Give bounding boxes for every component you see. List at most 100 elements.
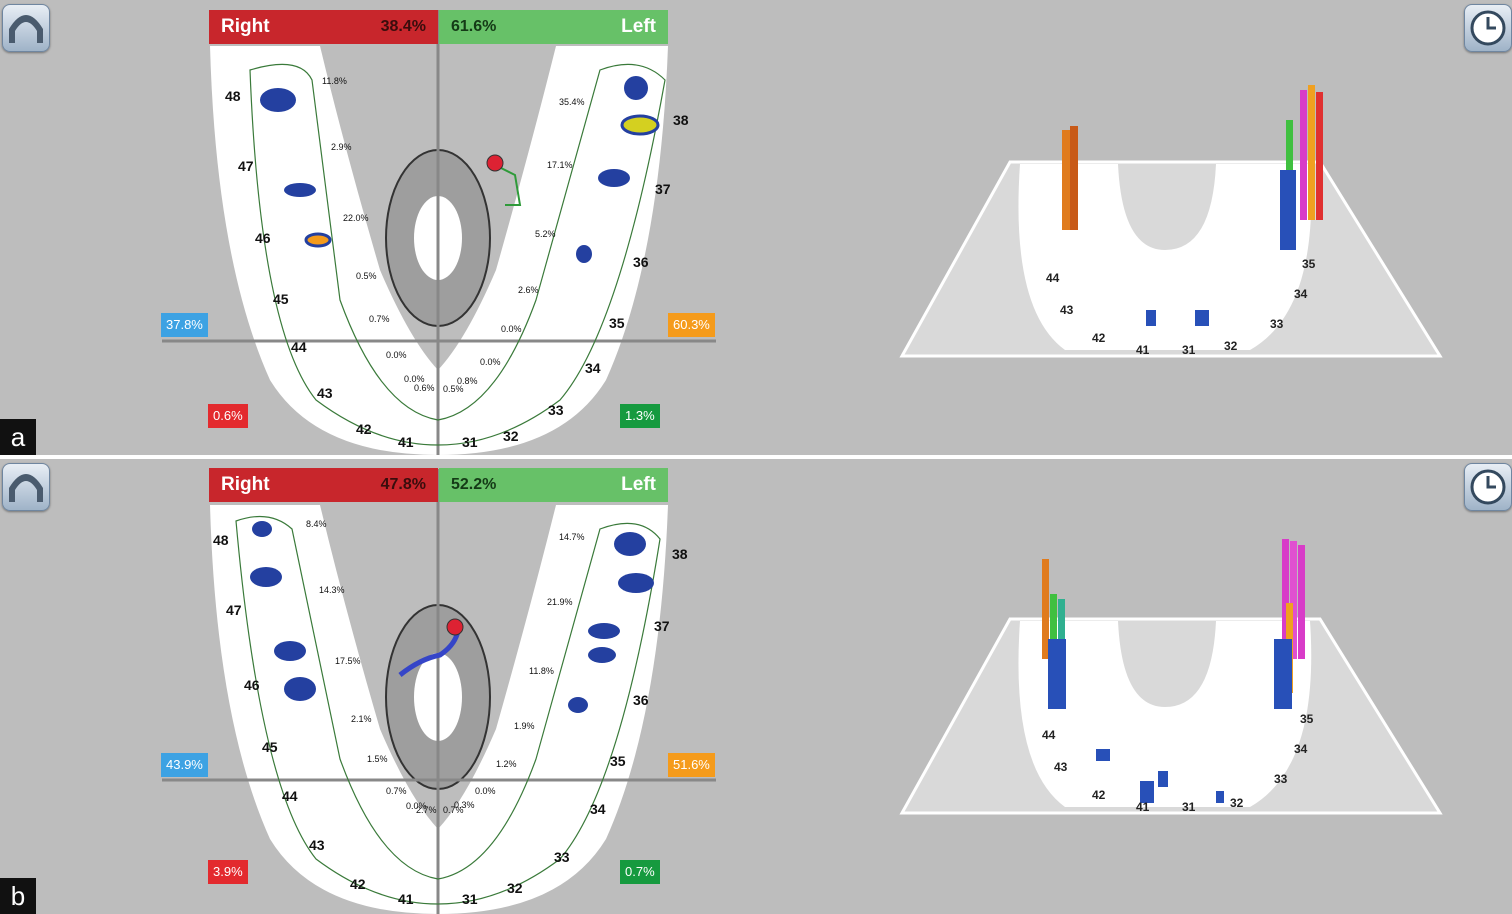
arch-icon: [9, 474, 43, 502]
3d-tooth-number: 35: [1300, 712, 1314, 726]
contact-blob: [620, 114, 660, 136]
left-side-bar: 61.6% Left: [439, 10, 668, 44]
tooth-number: 33: [548, 402, 564, 418]
force-bar: [1316, 92, 1323, 220]
tooth-number: 36: [633, 254, 649, 270]
tooth-percentage: 0.6%: [414, 383, 435, 393]
left-tooth-percentages: 35.4% 17.1% 5.2% 2.6% 0.0% 0.0% 0.8% 0.5…: [443, 97, 585, 394]
tooth-percentage: 2.1%: [351, 714, 372, 724]
tooth-percentage: 14.3%: [319, 585, 345, 595]
tooth-number: 31: [462, 434, 478, 450]
right-percentage: 38.4%: [380, 18, 426, 35]
left-label: Left: [621, 474, 656, 495]
quadrant-upper-right-badge: 43.9%: [161, 753, 208, 777]
force-bar: [1070, 126, 1078, 230]
tooth-number: 38: [673, 112, 689, 128]
left-tooth-numbers: 38 37 36 35 34 33 32 31: [462, 112, 689, 450]
tooth-percentage: 8.4%: [306, 519, 327, 529]
clock-icon: [1470, 469, 1506, 505]
history-button[interactable]: [1464, 4, 1512, 52]
arch-icon: [9, 15, 43, 43]
contact-blob: [568, 697, 588, 713]
right-label: Right: [221, 16, 270, 37]
tooth-percentage: 22.0%: [343, 213, 369, 223]
tooth-number: 43: [309, 837, 325, 853]
tooth-percentage: 11.8%: [529, 666, 554, 676]
3d-tooth-number: 34: [1294, 287, 1308, 301]
tooth-number: 37: [654, 618, 670, 634]
tooth-number: 33: [554, 849, 570, 865]
contact-blob: [260, 88, 296, 112]
tooth-number: 45: [273, 291, 289, 307]
tooth-percentage: 0.5%: [443, 384, 464, 394]
quadrant-upper-left-badge: 51.6%: [668, 753, 715, 777]
right-tooth-numbers: 48 47 46 45 44 43 42 41: [225, 88, 414, 450]
tooth-number: 48: [213, 532, 229, 548]
tooth-number: 42: [350, 876, 366, 892]
contact-blob: [588, 623, 620, 639]
tooth-percentage: 2.6%: [518, 285, 539, 295]
tooth-number: 35: [609, 315, 625, 331]
tooth-percentage: 14.7%: [559, 532, 585, 542]
force-bar: [1096, 749, 1110, 761]
tooth-number: 32: [503, 428, 519, 444]
tooth-percentage: 17.1%: [547, 160, 573, 170]
3d-tooth-number: 43: [1060, 303, 1074, 317]
tooth-percentage: 0.0%: [480, 357, 501, 367]
tooth-outline: [235, 515, 661, 905]
tooth-percentage: 11.8%: [322, 76, 347, 86]
tooth-percentage: 35.4%: [559, 97, 585, 107]
3d-tooth-number: 44: [1046, 271, 1060, 285]
force-center-marker: [486, 154, 504, 172]
tooth-percentage: 0.0%: [406, 801, 427, 811]
force-bar: [1280, 170, 1296, 250]
right-tooth-numbers: 48 47 46 45 44 43 42 41: [213, 532, 414, 907]
tooth-percentage: 0.5%: [356, 271, 377, 281]
force-bar: [1216, 791, 1224, 803]
force-bar: [1274, 639, 1292, 709]
tooth-percentage: 5.2%: [535, 229, 556, 239]
force-3d-view: 42 41 31 32 43 44 33 34 35: [899, 539, 1443, 815]
clock-icon: [1470, 10, 1506, 46]
tooth-number: 44: [291, 339, 307, 355]
right-tooth-percentages: 8.4% 14.3% 17.5% 2.1% 1.5% 0.7% 0.0% 2.7…: [306, 519, 437, 815]
3d-arch: [1018, 621, 1312, 807]
force-bar: [1298, 545, 1305, 659]
3d-tooth-number: 33: [1274, 772, 1288, 786]
contact-blob: [614, 532, 646, 556]
right-side-bar: Right 47.8%: [209, 468, 438, 502]
left-side-bar: 52.2% Left: [439, 468, 668, 502]
3d-tooth-number: 31: [1182, 343, 1196, 357]
left-tooth-numbers: 38 37 36 35 34 33 32 31: [462, 546, 688, 907]
force-bar: [1282, 539, 1289, 659]
history-button[interactable]: [1464, 463, 1512, 511]
quadrant-upper-left-badge: 60.3%: [668, 313, 715, 337]
tooth-number: 48: [225, 88, 241, 104]
tooth-number: 47: [238, 158, 254, 174]
contact-blob: [624, 76, 648, 100]
panel-letter: a: [0, 419, 36, 455]
arch-view-button[interactable]: [2, 463, 50, 511]
force-bar: [1062, 130, 1070, 230]
tooth-number: 34: [590, 801, 606, 817]
arch-force-map: 48 47 46 45 44 43 42 41 38 37 36 35 34 3…: [162, 469, 716, 914]
force-3d-view: 42 41 31 32 43 44 33 34 35: [899, 85, 1443, 358]
force-center-marker: [446, 618, 464, 636]
left-label: Left: [621, 16, 656, 37]
tooth-number: 47: [226, 602, 242, 618]
tooth-number: 41: [398, 434, 414, 450]
3d-tooth-number: 42: [1092, 331, 1106, 345]
tooth-number: 41: [398, 891, 414, 907]
occlusion-panel-b: 48 47 46 45 44 43 42 41 38 37 36 35 34 3…: [0, 459, 1512, 914]
arch-shape: [210, 505, 668, 914]
tooth-number: 38: [672, 546, 688, 562]
tooth-percentage: 0.3%: [454, 800, 475, 810]
force-bar: [1290, 541, 1297, 659]
left-tooth-percentages: 14.7% 21.9% 11.8% 1.9% 1.2% 0.0% 0.3% 0.…: [443, 532, 585, 815]
3d-tooth-number: 35: [1302, 257, 1316, 271]
arch-view-button[interactable]: [2, 4, 50, 52]
force-bar: [1146, 310, 1156, 326]
3d-tooth-number: 44: [1042, 728, 1056, 742]
tooth-number: 36: [633, 692, 649, 708]
quadrant-upper-right-badge: 37.8%: [161, 313, 208, 337]
